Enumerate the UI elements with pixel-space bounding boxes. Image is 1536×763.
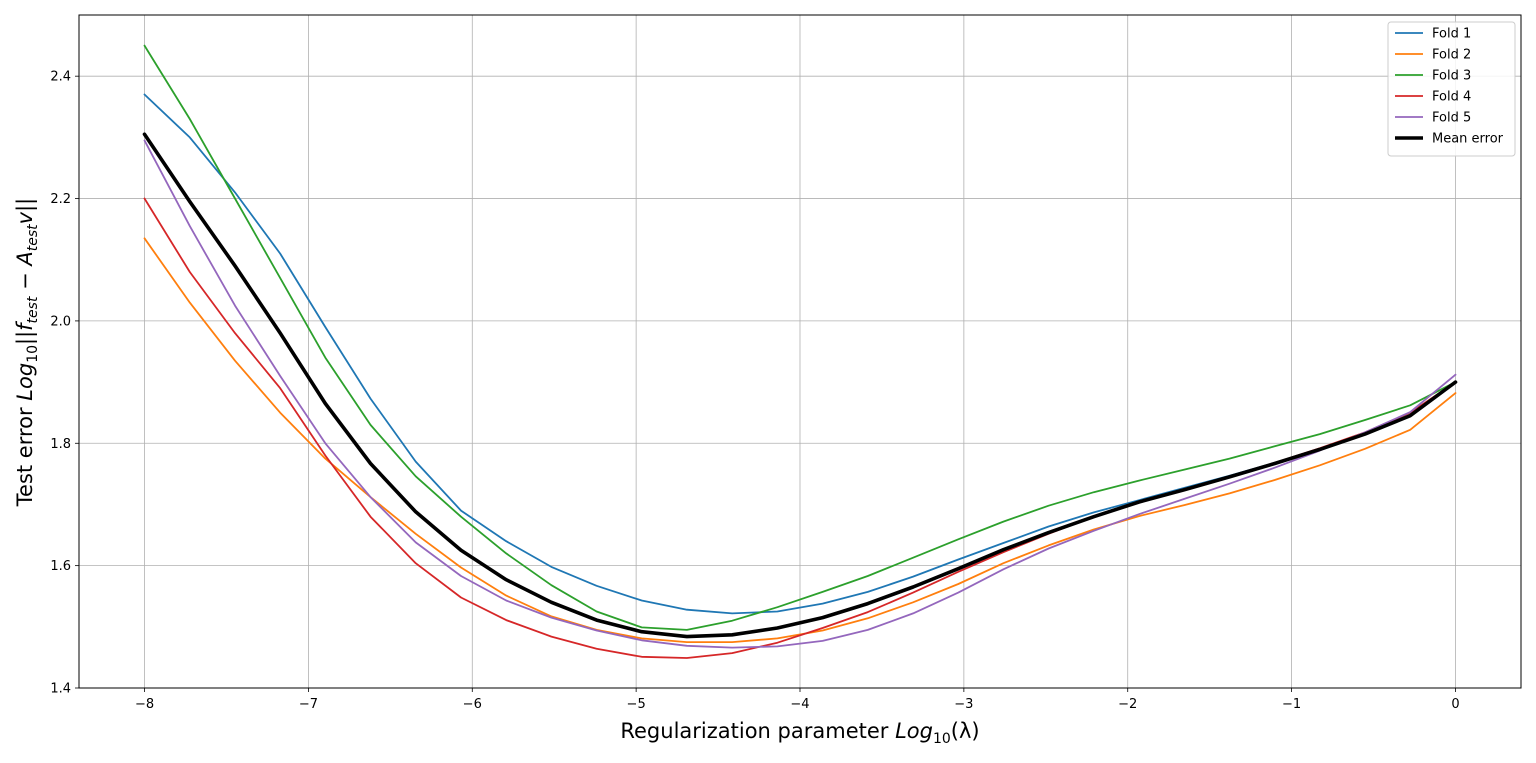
y-tick-label: 2.0 xyxy=(50,314,71,329)
y-tick-label: 1.8 xyxy=(50,437,71,452)
series-line-fold-5 xyxy=(143,139,1457,649)
legend-label-fold-3: Fold 3 xyxy=(1432,69,1471,84)
y-axis-label: Test error Log10||ftest − Atestv|| xyxy=(13,198,41,507)
x-axis-ticks: −8 −7 −6 −5 −4 −3 −2 −1 0 xyxy=(135,688,1460,712)
x-tick-label: −1 xyxy=(1282,697,1301,712)
x-tick-label: −7 xyxy=(299,697,318,712)
y-tick-label: 2.2 xyxy=(50,192,71,207)
x-axis-label: Regularization parameter Log10(λ) xyxy=(620,719,979,747)
x-tick-label: −5 xyxy=(627,697,646,712)
legend-label-fold-2: Fold 2 xyxy=(1432,48,1471,63)
series-line-fold-3 xyxy=(143,44,1457,631)
series-line-mean-error xyxy=(142,132,1458,639)
legend-label-mean-error: Mean error xyxy=(1432,132,1504,147)
grid xyxy=(79,15,1521,689)
legend-label-fold-5: Fold 5 xyxy=(1432,111,1471,126)
y-tick-label: 2.4 xyxy=(50,70,71,85)
x-tick-label: −8 xyxy=(135,697,154,712)
x-tick-label: −2 xyxy=(1118,697,1137,712)
x-tick-label: −4 xyxy=(790,697,809,712)
x-tick-label: −3 xyxy=(954,697,973,712)
legend-label-fold-1: Fold 1 xyxy=(1432,27,1471,42)
y-axis-ticks: 1.4 1.6 1.8 2.0 2.2 2.4 xyxy=(50,70,79,697)
x-tick-label: −6 xyxy=(463,697,482,712)
y-tick-label: 1.4 xyxy=(50,682,71,697)
legend-label-fold-4: Fold 4 xyxy=(1432,90,1471,105)
series-lines xyxy=(142,44,1458,659)
x-tick-label: 0 xyxy=(1451,697,1459,712)
y-tick-label: 1.6 xyxy=(50,559,71,574)
legend: Fold 1 Fold 2 Fold 3 Fold 4 Fold 5 Mean error xyxy=(1387,21,1516,157)
legend-box xyxy=(1387,21,1516,157)
